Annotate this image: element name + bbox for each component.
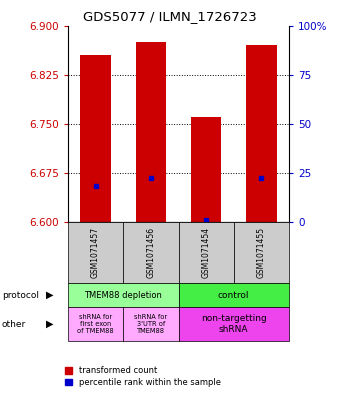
Text: GSM1071457: GSM1071457 [91, 227, 100, 278]
Text: GSM1071454: GSM1071454 [202, 227, 210, 278]
Text: TMEM88 depletion: TMEM88 depletion [84, 291, 162, 299]
Bar [191, 117, 221, 222]
Text: non-targetting
shRNA: non-targetting shRNA [201, 314, 267, 334]
Text: GSM1071456: GSM1071456 [147, 227, 155, 278]
Bar [246, 45, 276, 222]
Text: ▶: ▶ [46, 290, 53, 300]
Text: shRNA for
3'UTR of
TMEM88: shRNA for 3'UTR of TMEM88 [134, 314, 167, 334]
Text: other: other [2, 320, 26, 329]
Text: GDS5077 / ILMN_1726723: GDS5077 / ILMN_1726723 [83, 10, 257, 23]
Legend: transformed count, percentile rank within the sample: transformed count, percentile rank withi… [65, 366, 221, 387]
Text: shRNA for
first exon
of TMEM88: shRNA for first exon of TMEM88 [77, 314, 114, 334]
Text: control: control [218, 291, 250, 299]
Bar [81, 55, 111, 222]
Text: protocol: protocol [2, 291, 39, 299]
Text: GSM1071455: GSM1071455 [257, 227, 266, 278]
Text: ▶: ▶ [46, 319, 53, 329]
Bar [136, 42, 166, 222]
